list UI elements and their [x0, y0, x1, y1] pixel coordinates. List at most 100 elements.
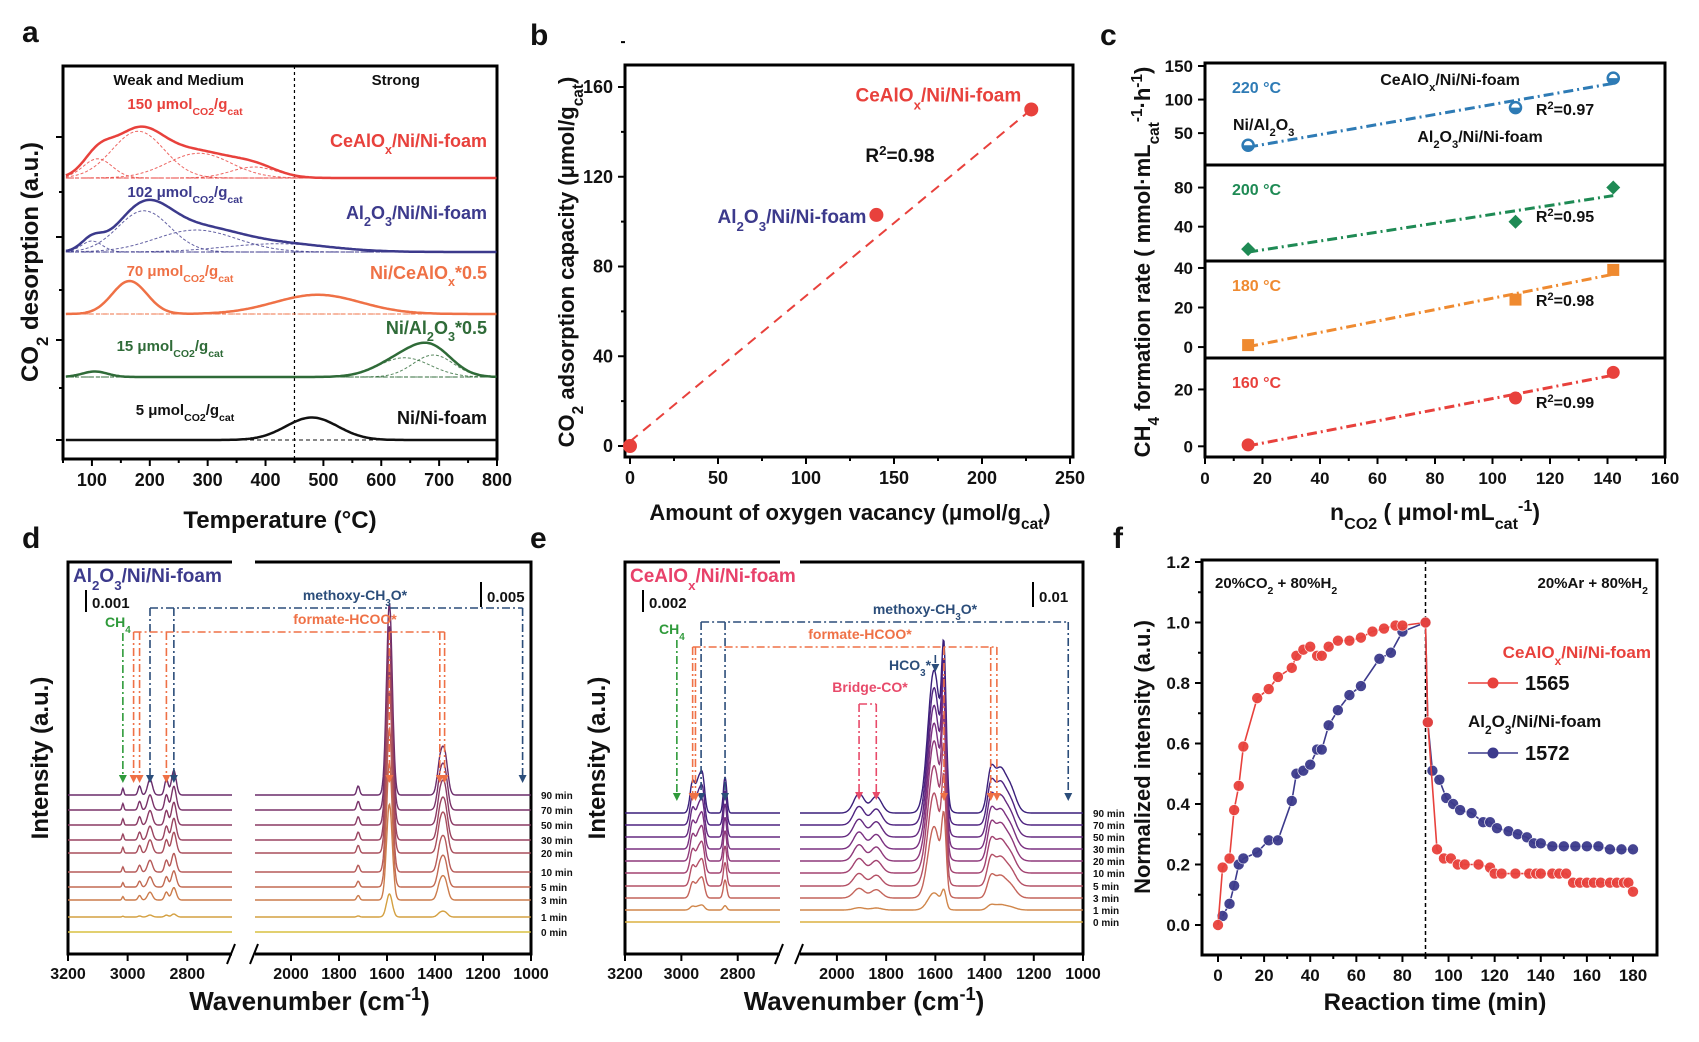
data-point: [1272, 834, 1284, 847]
spectrum-trace: [625, 824, 780, 862]
spectrum-trace: [255, 802, 531, 901]
data-point-fill: [1510, 107, 1521, 113]
plot-frame: [1200, 558, 1659, 957]
y-tick-label: 40: [593, 346, 613, 366]
data-point: [1454, 804, 1466, 816]
x-tick-label: 1400: [417, 966, 453, 983]
fit-peak: [65, 240, 497, 253]
x-axis-title: Wavenumber (cm-1): [744, 984, 985, 1016]
point-label: Al2O3/Ni/Ni-foam: [718, 207, 867, 234]
y-axis-title: CH4 formation rate ( mmol·mLcat-1·h-1): [1129, 67, 1163, 458]
time-label: 50 min: [1093, 833, 1125, 844]
time-label: 3 min: [541, 896, 567, 907]
x-tick-label: 500: [308, 470, 338, 490]
x-axis-title: Reaction time (min): [1324, 989, 1547, 1016]
y-tick-label: 0.2: [1166, 856, 1190, 875]
arrow-icon: [872, 792, 881, 800]
spectrum-trace: [68, 852, 232, 873]
x-tick-label: 1400: [967, 966, 1003, 983]
arrow-icon: [672, 793, 681, 801]
axis-break: [774, 943, 784, 965]
spectrum-trace: [625, 797, 780, 838]
spectrum-trace: [625, 857, 780, 887]
data-point: [1355, 680, 1367, 692]
plot-frame-left: [66, 560, 232, 956]
x-tick-label: 20: [1255, 966, 1274, 985]
region-label-weak: Weak and Medium: [113, 72, 244, 89]
data-point: [1304, 640, 1317, 653]
spectrum-trace: [68, 887, 232, 901]
x-tick-label: 2000: [819, 966, 855, 983]
spectrum-trace: [255, 893, 531, 918]
data-point: [1355, 631, 1367, 644]
x-tick-label: 1800: [321, 966, 357, 983]
series-line: [65, 341, 497, 379]
scale-bar-label: 0.001: [92, 595, 130, 612]
spectrum-trace: [68, 785, 232, 811]
y-axis-title: Intensity (a.u.): [584, 677, 611, 840]
arrow-icon: [992, 793, 1001, 801]
scale-bar-label: 0.002: [649, 595, 687, 612]
data-point: [1373, 652, 1386, 665]
arrow-icon: [721, 793, 730, 801]
x-tick-label: 50: [708, 468, 728, 488]
plot-frame: [61, 64, 499, 461]
data-point: [1241, 242, 1256, 257]
panel-label-f: f: [1113, 522, 1124, 555]
x-tick-label: 1600: [918, 966, 954, 983]
panel-label-e: e: [530, 522, 547, 555]
data-point: [1024, 102, 1039, 117]
data-point: [1433, 773, 1446, 786]
data-point: [1212, 919, 1224, 931]
annotation-label: HCO3*: [889, 657, 932, 679]
data-point: [1216, 861, 1229, 874]
spectrum-trace: [800, 810, 1083, 899]
data-point: [1385, 646, 1397, 659]
y-tick-label: 40: [1174, 218, 1193, 237]
x-tick-label: 160: [1573, 966, 1601, 985]
data-point: [1223, 852, 1236, 865]
time-label: 10 min: [1093, 869, 1125, 880]
panel-c: 50 100 150 220 °C R2=0.97 40 80 200 °C R2=0.95 0 2…: [1129, 57, 1680, 533]
y-tick-label: 0: [1184, 338, 1193, 357]
x-axis-title: Amount of oxygen vacancy (μmol/gcat): [649, 500, 1050, 533]
series-label: CeAlOx/Ni/Ni-foam: [330, 131, 487, 157]
arrow-icon: [129, 775, 138, 783]
annotation-label: Ni/Al2O3: [1233, 117, 1294, 139]
data-point: [1615, 843, 1628, 856]
data-point: [1285, 795, 1298, 807]
spectrum-trace: [68, 831, 232, 854]
capacity-label: 102 μmolCO2/gcat: [127, 184, 243, 206]
time-label: 10 min: [541, 868, 573, 879]
data-point: [1581, 840, 1593, 853]
annotation-label: formate-HCOO*: [293, 611, 397, 627]
annotation-label: Al2O3/Ni/Ni-foam: [1417, 129, 1542, 151]
x-tick-label: 2800: [720, 966, 756, 983]
x-tick-label: 0: [1200, 469, 1209, 488]
data-point: [1285, 662, 1298, 674]
data-point: [1508, 214, 1523, 229]
x-tick-label: 140: [1593, 469, 1621, 488]
x-tick-label: 250: [1055, 468, 1085, 488]
x-tick-label: 700: [424, 470, 454, 490]
time-label: 1 min: [1093, 906, 1119, 917]
region-label: 20%CO2 + 80%H2: [1215, 575, 1337, 597]
spectrum-trace: [800, 742, 1083, 874]
x-tick-label: 800: [482, 470, 512, 490]
x-tick-label: 40: [1311, 469, 1330, 488]
annotation-label: formate-HCOO*: [808, 626, 912, 642]
data-point: [1216, 910, 1229, 922]
series-line: [65, 198, 497, 254]
data-point: [1458, 858, 1471, 871]
time-label: 70 min: [1093, 821, 1125, 832]
data-point-fill: [1608, 78, 1619, 84]
temperature-label: 220 °C: [1232, 80, 1282, 97]
panel-label-c: c: [1100, 19, 1117, 52]
legend-marker: [1487, 677, 1499, 689]
arrow-icon: [385, 775, 394, 783]
arrow-icon: [118, 775, 127, 783]
legend-series-label: 1572: [1525, 743, 1570, 765]
data-point: [1534, 837, 1547, 850]
spectrum-trace: [800, 638, 1083, 814]
